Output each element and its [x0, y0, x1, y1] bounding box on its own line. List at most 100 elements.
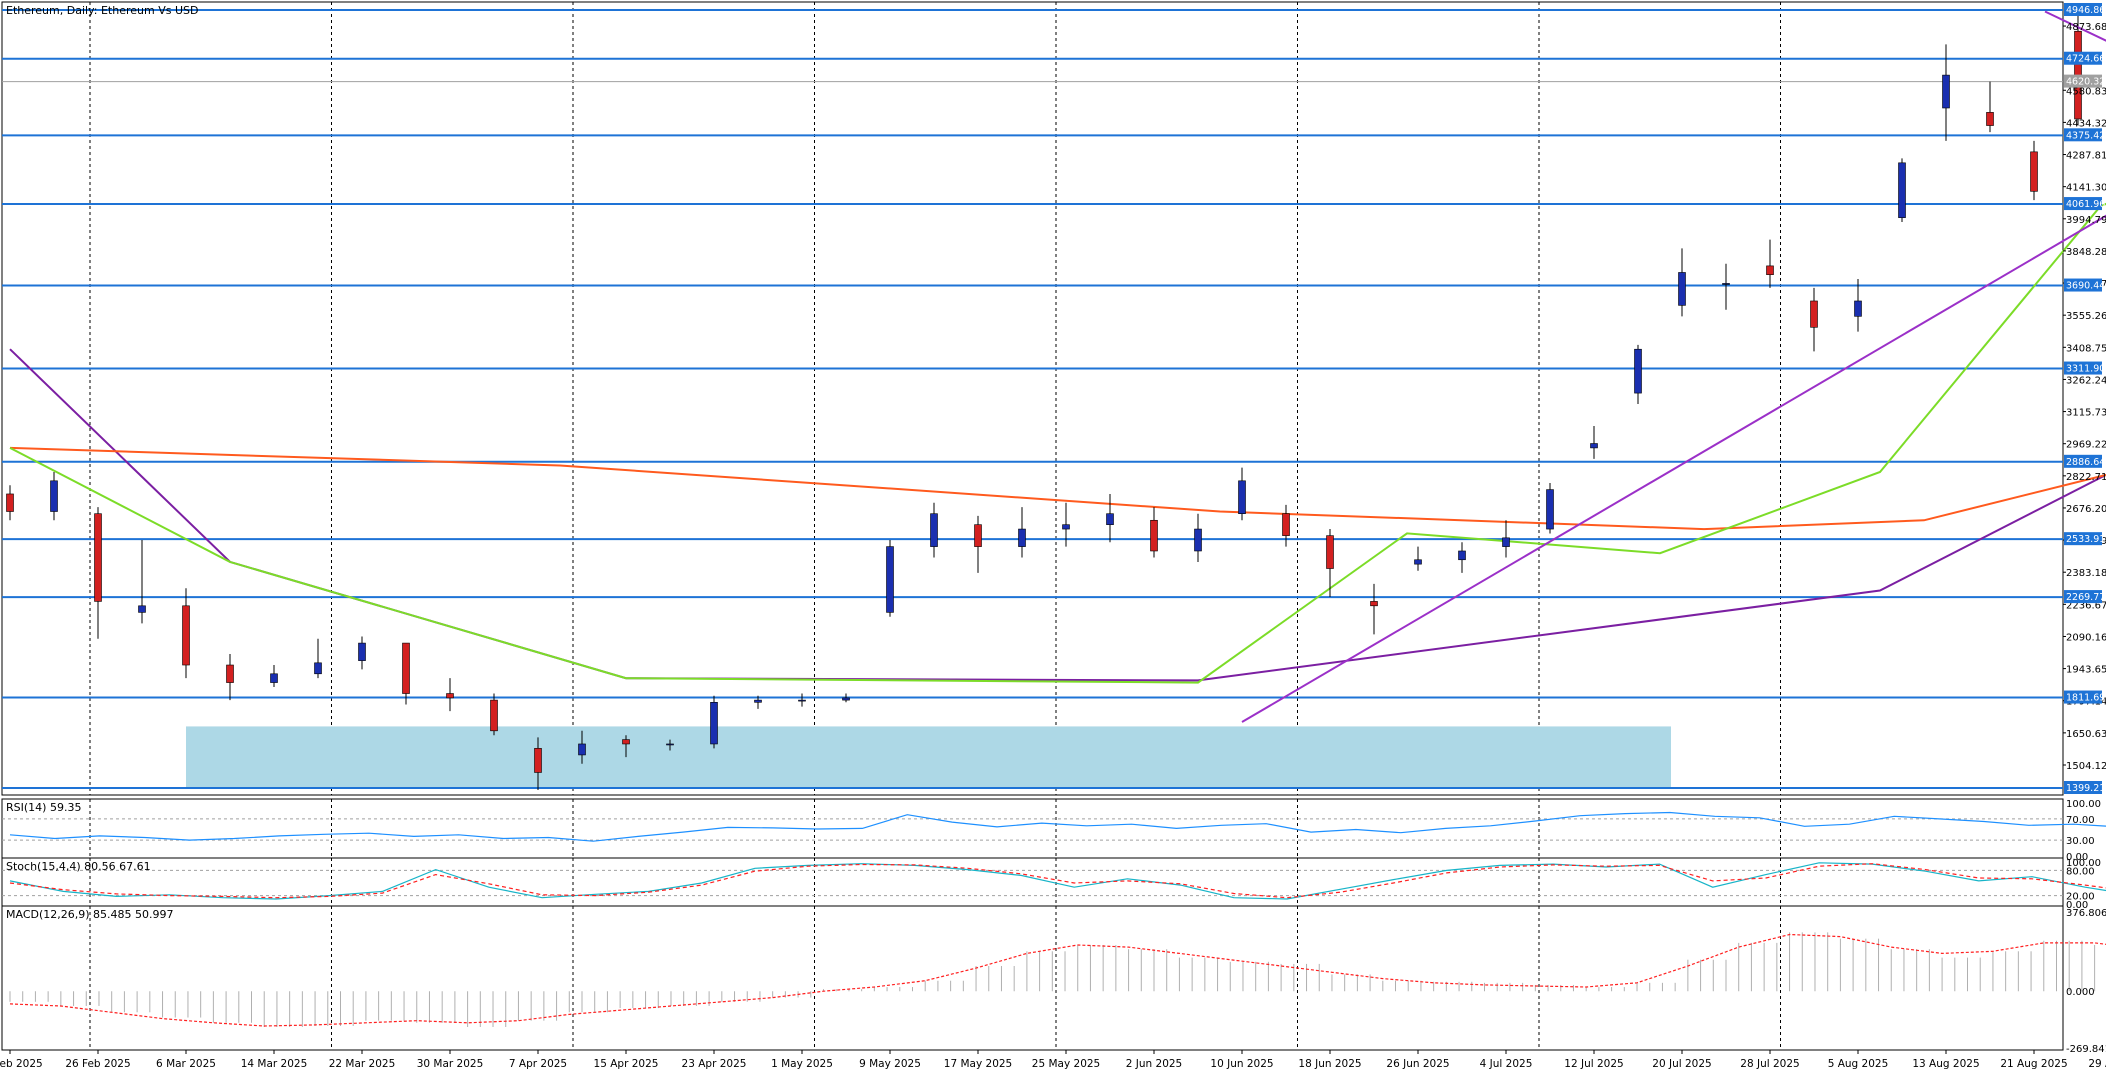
bull-candle	[1458, 550, 1466, 561]
bear-candle	[1986, 112, 1994, 126]
price-tick-label: 4434.32	[2066, 118, 2106, 129]
macd-tick-label: -269.841	[2066, 1044, 2106, 1055]
macd-tick-label: 376.806	[2066, 908, 2106, 919]
time-tick-label: 18 Jun 2025	[1298, 1058, 1361, 1070]
level-label-box	[2064, 781, 2102, 794]
price-tick-label: 2383.18	[2066, 568, 2106, 579]
main-price-panel: Ethereum, Daily: Ethereum Vs USD 4873.68…	[1, 1, 2106, 796]
price-tick-label: 4141.30	[2066, 183, 2106, 194]
bull-candle	[1018, 528, 1026, 547]
oscillator-tick-label: 100.00	[2066, 799, 2101, 810]
time-tick-label: 18 Feb 2025	[0, 1058, 43, 1070]
price-tick-label: 3408.75	[2066, 343, 2106, 354]
level-label-box	[2064, 3, 2102, 16]
price-tick-label: 4580.83	[2066, 86, 2106, 97]
trendline	[2044, 10, 2106, 42]
time-tick-label: 4 Jul 2025	[1480, 1058, 1533, 1070]
time-tick-label: 22 Mar 2025	[329, 1058, 396, 1070]
bear-candle	[226, 664, 234, 683]
bull-candle	[1194, 528, 1202, 552]
oscillator-line	[9, 811, 2106, 842]
level-label-box	[2064, 278, 2102, 292]
bull-candle	[710, 701, 718, 745]
macd-panel: 376.806 0.000 -269.841 MACD(12,26,9) 85.48…	[1, 905, 2106, 1055]
bull-candle	[1590, 443, 1598, 449]
level-label: 3690.44	[2066, 281, 2105, 292]
bull-candle	[930, 513, 938, 547]
level-label: 2269.77	[2066, 592, 2105, 603]
time-tick-label: 25 May 2025	[1032, 1058, 1100, 1070]
bear-candle	[182, 605, 190, 666]
time-tick-label: 12 Jul 2025	[1564, 1058, 1623, 1070]
bull-candle	[358, 642, 366, 661]
time-tick-label: 1 May 2025	[771, 1058, 833, 1070]
price-tick-label: 3262.24	[2066, 375, 2106, 386]
bear-candle	[2030, 151, 2038, 192]
bull-candle	[1898, 162, 1906, 218]
bull-candle	[1238, 480, 1246, 515]
macd-tick-label: 0.000	[2066, 987, 2095, 998]
bull-candle	[1106, 513, 1114, 525]
bull-candle	[138, 605, 146, 613]
bear-candle	[974, 524, 982, 547]
level-label: 2886.64	[2066, 457, 2105, 468]
bull-candle	[754, 699, 762, 703]
price-tick-label: 3848.28	[2066, 247, 2106, 258]
time-tick-label: 30 Mar 2025	[417, 1058, 484, 1070]
price-tick-label: 3115.73	[2066, 408, 2106, 419]
bull-candle	[1634, 348, 1642, 394]
rsi-panel: 100.00 70.00 30.00 0.00 RSI(14) 59.35	[1, 798, 2106, 867]
time-tick-label: 2 Jun 2025	[1126, 1058, 1182, 1070]
time-tick-label: 10 Jun 2025	[1210, 1058, 1273, 1070]
price-tick-label: 2822.71	[2066, 472, 2106, 483]
indicator-line	[9, 446, 2106, 531]
bear-candle	[1810, 300, 1818, 328]
bear-candle	[94, 513, 102, 602]
bull-candle	[1502, 537, 1510, 547]
oscillator-tick-label: 0.00	[2066, 852, 2088, 863]
oscillator-tick-label: 70.00	[2066, 815, 2095, 826]
bear-candle	[1326, 535, 1334, 569]
time-tick-label: 26 Feb 2025	[65, 1058, 130, 1070]
bear-candle	[1150, 519, 1158, 552]
bear-candle	[6, 493, 14, 512]
bear-candle	[534, 748, 542, 773]
bull-candle	[1722, 283, 1730, 285]
price-tick-label: 1943.65	[2066, 665, 2106, 676]
price-tick-label: 2676.20	[2066, 504, 2106, 515]
price-tick-label: 3555.26	[2066, 311, 2106, 322]
bull-candle	[1942, 74, 1950, 109]
support-zone-rect	[186, 726, 1671, 788]
oscillator-tick-label: 0.00	[2066, 900, 2088, 911]
price-tick-label: 2090.16	[2066, 632, 2106, 643]
trendline	[1241, 214, 2106, 723]
time-tick-label: 14 Mar 2025	[241, 1058, 308, 1070]
time-tick-label: 23 Apr 2025	[682, 1058, 747, 1070]
level-label: 2533.91	[2066, 534, 2105, 545]
main-panel-title: Ethereum, Daily: Ethereum Vs USD	[6, 4, 198, 17]
bull-candle	[314, 662, 322, 675]
bull-candle	[798, 699, 806, 702]
macd-signal-line	[9, 933, 2106, 1027]
bull-candle	[886, 546, 894, 613]
bear-candle	[1370, 601, 1378, 607]
oscillator-tick-label: 80.00	[2066, 866, 2095, 877]
time-tick-label: 6 Mar 2025	[156, 1058, 216, 1070]
bull-candle	[1854, 300, 1862, 317]
time-tick-label: 5 Aug 2025	[1828, 1058, 1889, 1070]
time-tick-label: 7 Apr 2025	[509, 1058, 567, 1070]
level-label-box	[2064, 454, 2102, 468]
bull-candle	[1062, 524, 1070, 530]
level-label: 3311.90	[2066, 364, 2105, 375]
level-label-box	[2064, 361, 2102, 375]
oscillator-tick-label: 20.00	[2066, 892, 2095, 903]
bull-candle	[1546, 489, 1554, 530]
time-tick-label: 28 Jul 2025	[1740, 1058, 1799, 1070]
price-tick-label: 2969.22	[2066, 440, 2106, 451]
level-label: 4946.86	[2066, 5, 2105, 16]
price-tick-label: 4287.81	[2066, 151, 2106, 162]
price-tick-label: 3994.79	[2066, 215, 2106, 226]
bull-candle	[1414, 559, 1422, 565]
time-tick-label: 15 Apr 2025	[594, 1058, 659, 1070]
